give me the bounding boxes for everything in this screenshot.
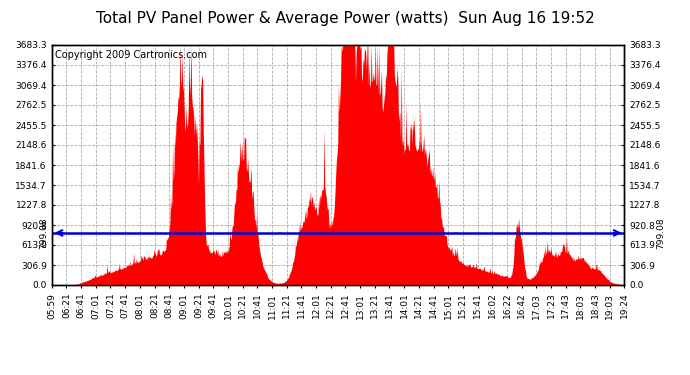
Text: 799.08: 799.08 bbox=[39, 217, 48, 249]
Text: 799.08: 799.08 bbox=[656, 217, 665, 249]
Text: Copyright 2009 Cartronics.com: Copyright 2009 Cartronics.com bbox=[55, 50, 206, 60]
Text: Total PV Panel Power & Average Power (watts)  Sun Aug 16 19:52: Total PV Panel Power & Average Power (wa… bbox=[96, 11, 594, 26]
